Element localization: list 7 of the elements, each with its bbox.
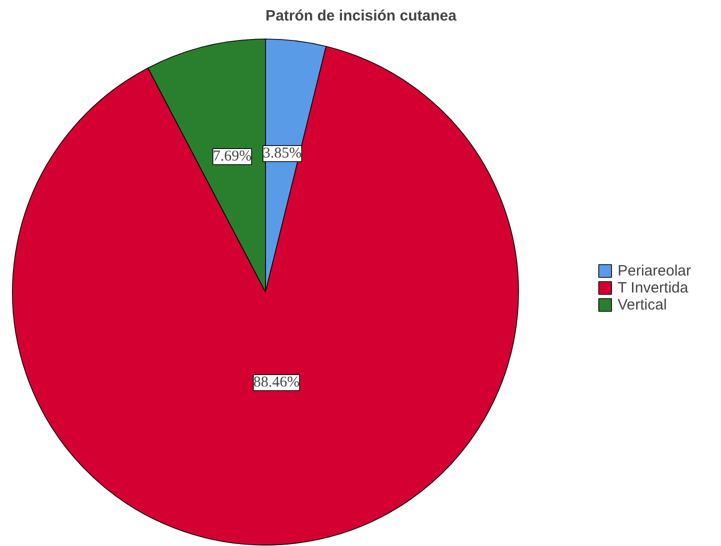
data-label: 88.46%: [253, 374, 300, 391]
legend-label: T Invertida: [618, 279, 688, 296]
legend-label: Periareolar: [618, 262, 691, 279]
data-label: 7.69%: [212, 148, 252, 165]
legend-label: Vertical: [618, 296, 667, 313]
data-label: 3.85%: [262, 146, 302, 162]
chart-title: Patrón de incisión cutanea: [266, 8, 458, 24]
